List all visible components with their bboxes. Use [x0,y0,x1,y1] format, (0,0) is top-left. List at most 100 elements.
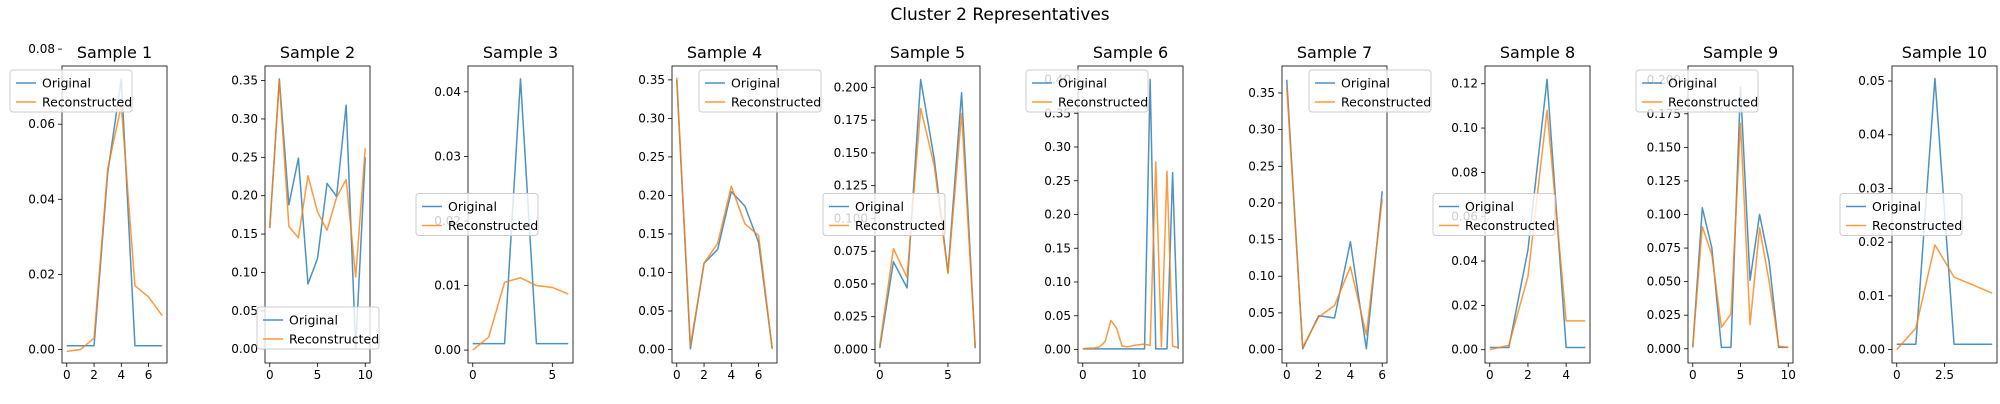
legend: Original Reconstructed [1025,69,1149,113]
figure-title: Cluster 2 Representatives [890,5,1110,25]
legend: Original Reconstructed [256,306,380,350]
x-tick-label: 0 [876,368,884,382]
legend-label-original: Original [855,199,904,214]
legend-label-original: Original [448,199,497,214]
series-line-reconstructed [66,104,163,353]
legend-label-reconstructed: Reconstructed [1341,95,1431,110]
y-tick-label: 0.00 [28,342,55,356]
series-line-original [269,78,366,349]
y-tick-label: 0.35 [1248,86,1275,100]
y-tick-label: 0.30 [1044,140,1071,154]
y-tick-label: 0.15 [231,227,258,241]
legend-box [1432,193,1556,236]
series-line-reconstructed [676,77,773,349]
legend: Original Reconstructed [1432,193,1556,236]
subplot-1: Sample 1 0 2 4 6 0.00 0.02 0.04 0.06 0.08 Original… [9,42,168,382]
y-tick-label: 0.00 [638,343,665,357]
series-line-reconstructed [1692,122,1789,349]
y-tick-label: 0.025 [834,310,868,324]
legend: Original Reconstructed [1308,69,1432,113]
series-line-reconstructed [269,79,366,278]
y-tick-label: 0.04 [1451,254,1478,268]
series-line-original [472,78,569,345]
y-tick-label: 0.30 [638,111,665,125]
series-line-original [66,78,163,347]
y-tick-label: 0.04 [28,192,55,206]
series-line-original [1082,78,1179,350]
legend-box [1635,69,1759,113]
legend-label-original: Original [1058,76,1107,91]
y-tick-label: 0.15 [1044,241,1071,255]
y-tick-label: 0.075 [834,244,868,258]
legend-box [698,69,822,113]
y-tick-label: 0.200 [834,80,868,94]
series-line-reconstructed [1896,244,1993,351]
legend: Original Reconstructed [698,69,822,113]
y-tick-label: 0.100 [1647,208,1681,222]
y-tick-label: 0.00 [434,343,461,357]
x-tick-label: 0 [266,368,274,382]
subplot-2: Sample 2 0 5 10 0.00 0.05 0.10 0.15 0.20 0.25 0.30… [231,43,380,382]
y-tick-label: 0.000 [1647,342,1681,356]
y-tick-label: 0.06 [28,117,55,131]
y-tick-label: 0.01 [1858,289,1885,303]
y-tick-label: 0.03 [434,149,461,163]
y-tick-label: 0.10 [231,265,258,279]
subplot-title: Sample 3 [483,43,558,62]
x-tick-label: 2 [1315,368,1323,382]
y-tick-label: 0.05 [1044,309,1071,323]
x-tick-label: 0 [1486,368,1494,382]
y-tick-label: 0.04 [434,85,461,99]
legend-label-reconstructed: Reconstructed [289,332,379,347]
subplot-title: Sample 1 [77,43,152,62]
subplot-4: Sample 4 0 2 4 6 0.00 0.05 0.10 0.15 0.20 0.25 0.30… [638,43,822,382]
x-tick-label: 2 [1524,368,1532,382]
x-tick-label: 6 [1378,368,1386,382]
y-tick-label: 0.02 [28,267,55,281]
x-tick-label: 4 [1347,368,1355,382]
y-tick-label: 0.025 [1647,308,1681,322]
y-tick-label: 0.30 [231,112,258,126]
legend-label-original: Original [731,76,780,91]
x-tick-label: 0 [1283,368,1291,382]
x-tick-label: 5 [548,368,556,382]
y-tick-label: 0.15 [1248,233,1275,247]
y-tick-label: 0.050 [1647,275,1681,289]
y-tick-label: 0.05 [1248,306,1275,320]
subplot-title: Sample 5 [890,43,965,62]
y-tick-label: 0.30 [1248,123,1275,137]
legend-label-original: Original [1872,199,1921,214]
subplot-title: Sample 7 [1297,43,1372,62]
subplot-title: Sample 8 [1500,43,1575,62]
x-tick-label: 2 [700,368,708,382]
legend: Original Reconstructed [1635,69,1759,113]
y-tick-label: 0.25 [638,150,665,164]
legend-box [1025,69,1149,113]
y-tick-label: 0.150 [1647,140,1681,154]
x-tick-label: 0 [673,368,681,382]
plot-frame [264,65,371,364]
x-tick-label: 5 [314,368,322,382]
y-tick-label: 0.02 [1451,298,1478,312]
y-tick-label: 0.075 [1647,241,1681,255]
legend-label-reconstructed: Reconstructed [448,218,538,233]
y-tick-label: 0.10 [1044,275,1071,289]
series-line-reconstructed [879,107,976,347]
y-tick-label: 0.25 [231,150,258,164]
legend-box [1308,69,1432,113]
y-tick-label: 0.04 [1858,128,1885,142]
plot-frame [1281,65,1388,364]
plot-frame [61,65,168,364]
y-tick-label: 0.10 [638,265,665,279]
y-tick-label: 0.00 [231,342,258,356]
legend-label-original: Original [1668,76,1717,91]
x-tick-label: 6 [145,368,153,382]
legend-box [9,69,133,113]
y-tick-label: 0.125 [834,179,868,193]
legend-label-reconstructed: Reconstructed [42,95,132,110]
y-tick-label: 0.15 [638,227,665,241]
legend-label-reconstructed: Reconstructed [1668,95,1758,110]
y-tick-label: 0.20 [231,189,258,203]
x-tick-label: 4 [117,368,125,382]
